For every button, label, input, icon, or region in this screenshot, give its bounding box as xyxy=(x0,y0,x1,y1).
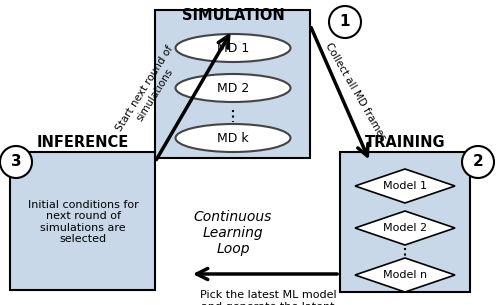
Text: 2: 2 xyxy=(472,155,484,170)
Circle shape xyxy=(462,146,494,178)
Ellipse shape xyxy=(176,34,290,62)
Text: Initial conditions for
next round of
simulations are
selected: Initial conditions for next round of sim… xyxy=(28,199,138,244)
Text: SIMULATION: SIMULATION xyxy=(182,8,284,23)
Text: Model n: Model n xyxy=(383,270,427,280)
Circle shape xyxy=(0,146,32,178)
Polygon shape xyxy=(355,169,455,203)
Text: MD 2: MD 2 xyxy=(217,81,249,95)
Text: TRAINING: TRAINING xyxy=(364,135,446,150)
Text: 1: 1 xyxy=(340,15,350,30)
Text: Model 1: Model 1 xyxy=(383,181,427,191)
Polygon shape xyxy=(355,211,455,245)
Text: 3: 3 xyxy=(10,155,22,170)
Text: Model 2: Model 2 xyxy=(383,223,427,233)
Text: MD k: MD k xyxy=(217,131,249,145)
Text: Pick the latest ML model
and generate the latent
space: Pick the latest ML model and generate th… xyxy=(200,290,336,305)
Ellipse shape xyxy=(176,124,290,152)
Text: INFERENCE: INFERENCE xyxy=(37,135,129,150)
Text: MD 1: MD 1 xyxy=(217,41,249,55)
FancyBboxPatch shape xyxy=(10,152,155,290)
Polygon shape xyxy=(355,258,455,292)
Circle shape xyxy=(329,6,361,38)
Text: Continuous
Learning
Loop: Continuous Learning Loop xyxy=(194,210,272,257)
Text: Collect all MD frames: Collect all MD frames xyxy=(323,41,387,143)
FancyBboxPatch shape xyxy=(155,10,310,158)
FancyBboxPatch shape xyxy=(340,152,470,292)
Ellipse shape xyxy=(176,74,290,102)
Text: Start next round of
simulations: Start next round of simulations xyxy=(114,44,186,140)
